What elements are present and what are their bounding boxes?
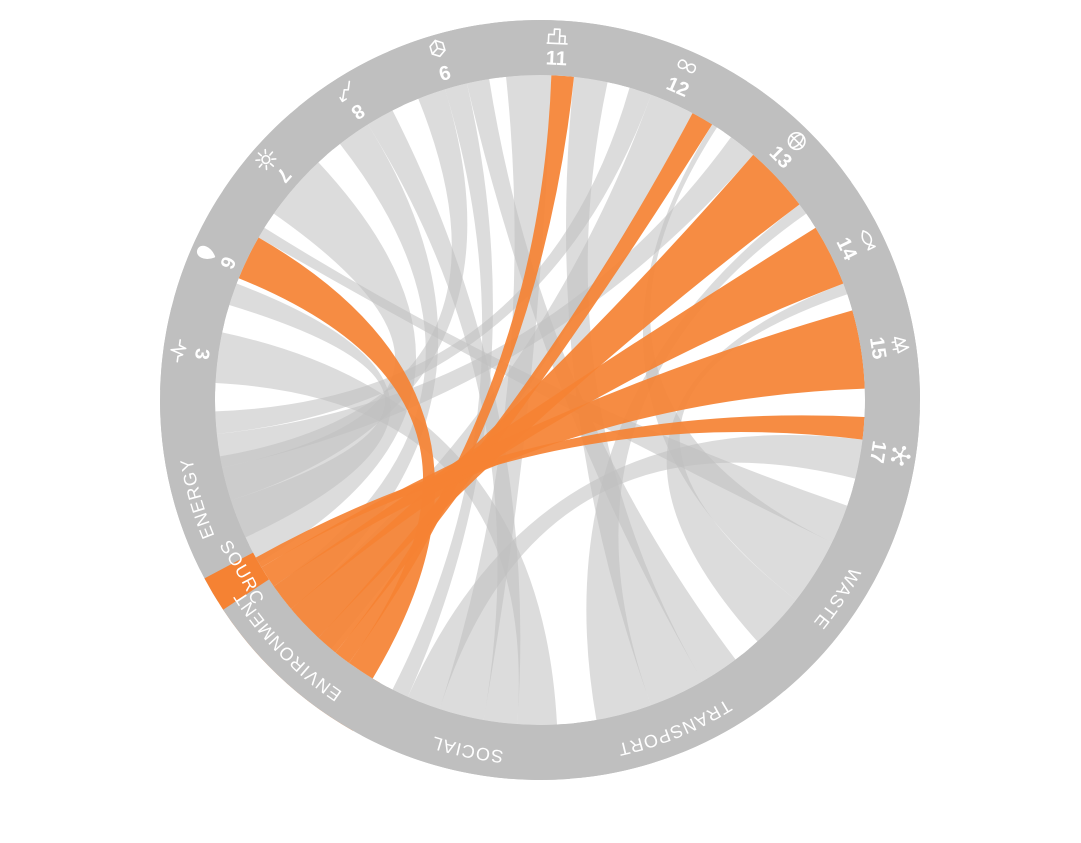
label-sdg15: 15 — [865, 335, 890, 360]
chord-diagram: ENERGY36789111213141517WASTETRANSPORTSOC… — [0, 0, 1081, 843]
label-sdg17: 17 — [865, 439, 890, 464]
label-sdg11: 11 — [545, 47, 567, 70]
